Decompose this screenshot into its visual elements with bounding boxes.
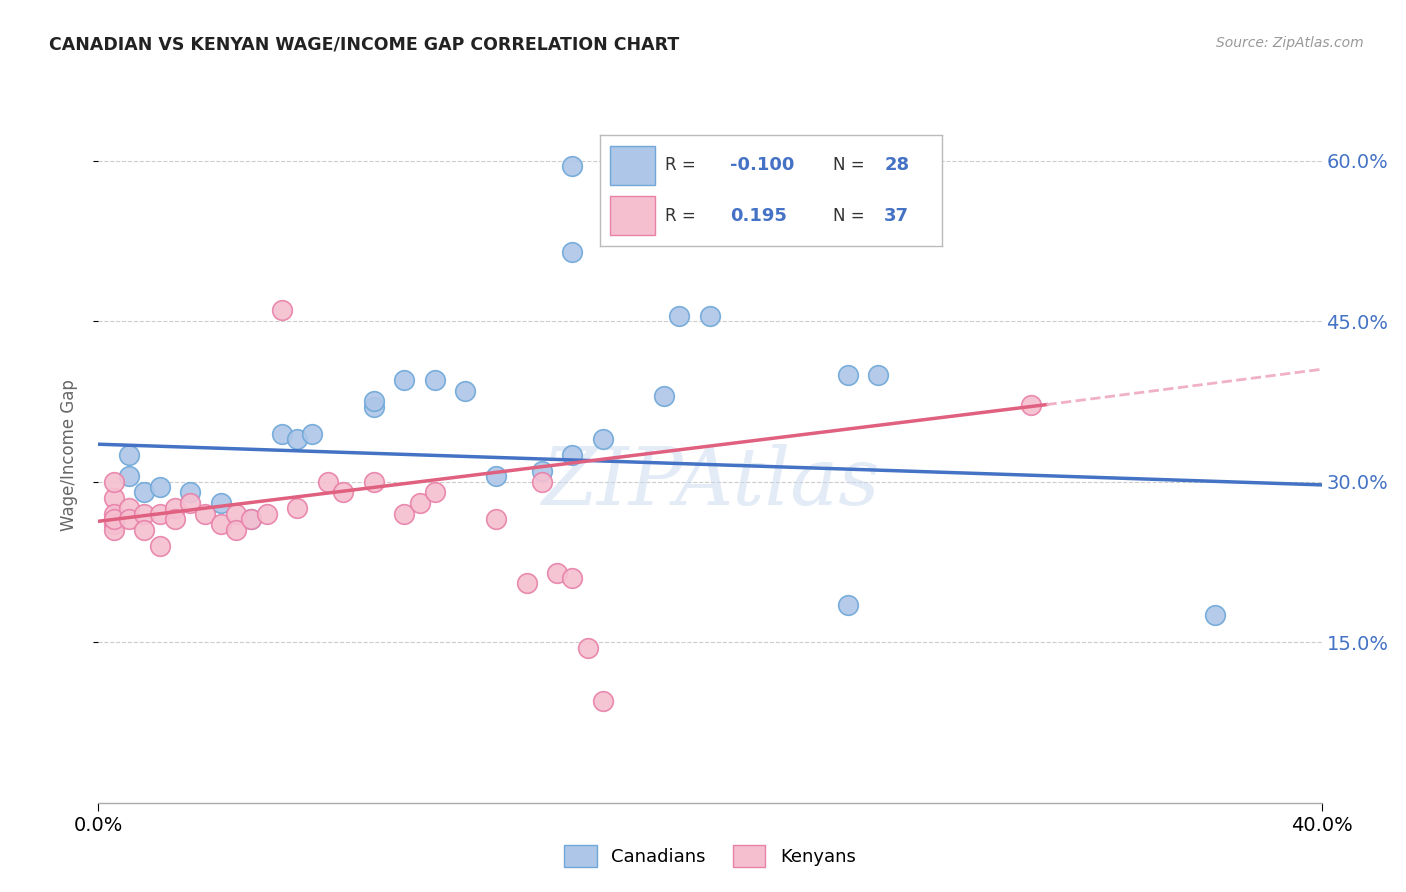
Text: 28: 28: [884, 156, 910, 175]
Point: [392, 373, 416, 387]
Point: [209, 517, 232, 532]
Text: N =: N =: [832, 156, 870, 175]
Point: [149, 539, 172, 553]
Point: [1204, 608, 1226, 623]
Point: [118, 501, 141, 516]
Point: [1019, 398, 1042, 412]
Point: [103, 512, 125, 526]
Point: [530, 475, 553, 489]
Point: [225, 507, 247, 521]
FancyBboxPatch shape: [610, 146, 655, 185]
Text: 0.195: 0.195: [730, 207, 787, 225]
Legend: Canadians, Kenyans: Canadians, Kenyans: [557, 838, 863, 874]
Point: [134, 507, 156, 521]
Point: [118, 448, 141, 462]
Point: [225, 523, 247, 537]
Point: [392, 507, 416, 521]
Point: [561, 159, 583, 173]
Point: [837, 598, 859, 612]
Point: [149, 480, 172, 494]
Point: [240, 512, 263, 526]
Point: [163, 512, 186, 526]
Point: [285, 501, 308, 516]
Point: [179, 496, 201, 510]
Text: ZIPAtlas: ZIPAtlas: [541, 444, 879, 522]
Point: [256, 507, 278, 521]
Text: N =: N =: [832, 207, 870, 225]
Point: [301, 426, 323, 441]
Point: [576, 640, 599, 655]
Point: [592, 432, 614, 446]
Point: [363, 394, 385, 409]
Point: [868, 368, 890, 382]
Point: [485, 469, 508, 483]
Point: [149, 507, 172, 521]
Point: [179, 485, 201, 500]
Point: [546, 566, 568, 580]
Point: [103, 475, 125, 489]
Point: [592, 694, 614, 708]
Point: [363, 475, 385, 489]
Point: [423, 373, 446, 387]
Point: [134, 523, 156, 537]
Point: [699, 309, 721, 323]
Point: [363, 400, 385, 414]
Text: Source: ZipAtlas.com: Source: ZipAtlas.com: [1216, 36, 1364, 50]
Point: [485, 512, 508, 526]
Point: [103, 523, 125, 537]
Text: R =: R =: [665, 156, 702, 175]
Point: [652, 389, 675, 403]
Point: [240, 512, 263, 526]
Text: -0.100: -0.100: [730, 156, 794, 175]
Point: [530, 464, 553, 478]
Point: [423, 485, 446, 500]
Point: [285, 432, 308, 446]
Point: [561, 571, 583, 585]
Point: [408, 496, 430, 510]
Point: [516, 576, 538, 591]
Point: [454, 384, 477, 398]
Point: [668, 309, 690, 323]
Point: [134, 485, 156, 500]
Point: [163, 501, 186, 516]
Point: [561, 448, 583, 462]
Point: [103, 491, 125, 505]
Point: [209, 496, 232, 510]
Point: [103, 517, 125, 532]
FancyBboxPatch shape: [610, 196, 655, 235]
Text: R =: R =: [665, 207, 702, 225]
Text: 37: 37: [884, 207, 910, 225]
Point: [194, 507, 217, 521]
Point: [118, 512, 141, 526]
Point: [316, 475, 339, 489]
Point: [270, 303, 292, 318]
Point: [103, 507, 125, 521]
Point: [561, 244, 583, 259]
Y-axis label: Wage/Income Gap: Wage/Income Gap: [59, 379, 77, 531]
Point: [332, 485, 354, 500]
Point: [270, 426, 292, 441]
Point: [837, 368, 859, 382]
Text: CANADIAN VS KENYAN WAGE/INCOME GAP CORRELATION CHART: CANADIAN VS KENYAN WAGE/INCOME GAP CORRE…: [49, 36, 679, 54]
Point: [118, 469, 141, 483]
